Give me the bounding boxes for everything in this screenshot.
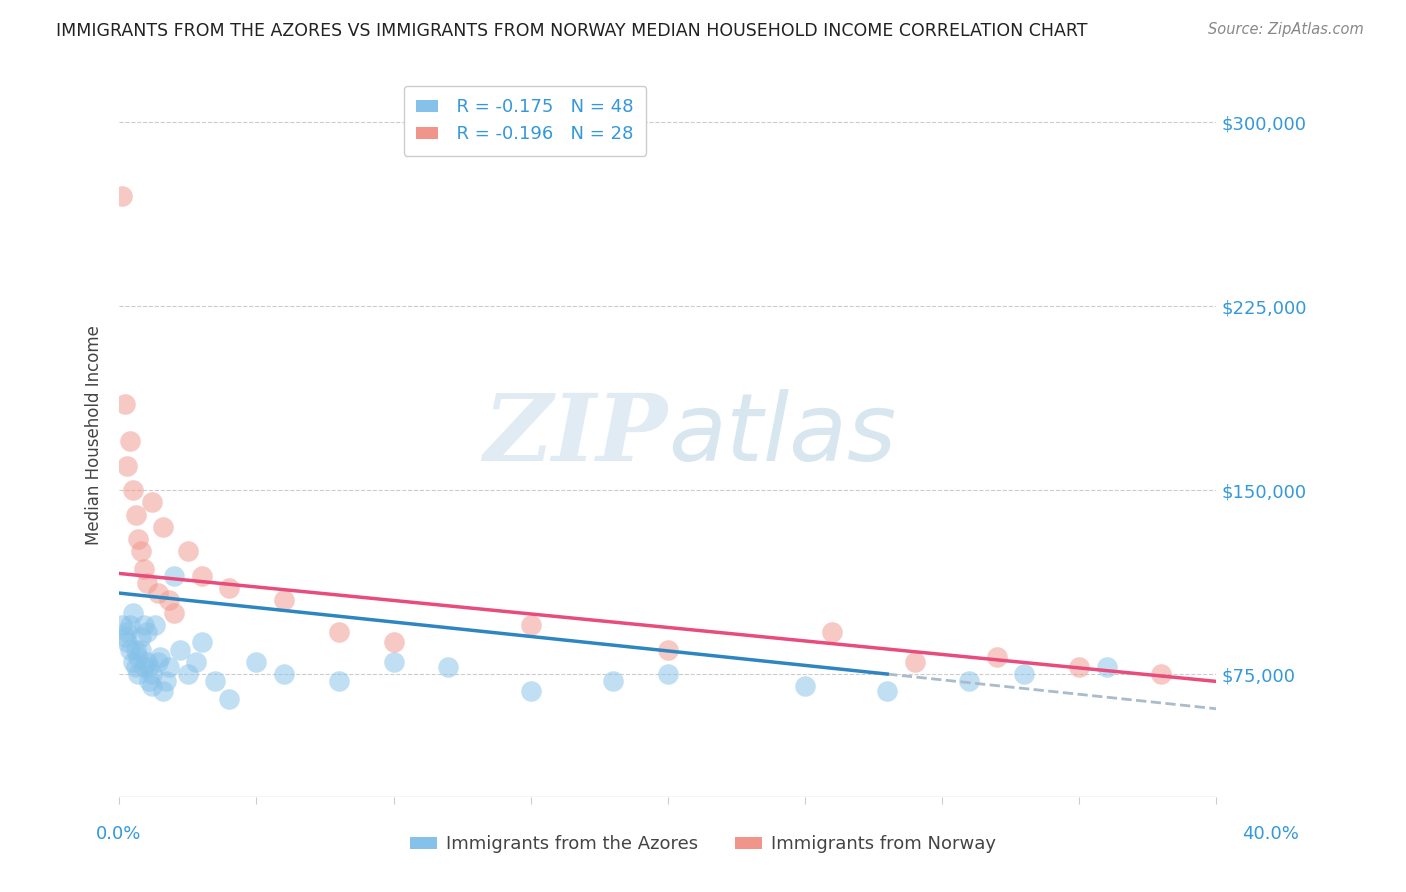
- Point: [959, 674, 981, 689]
- Point: [117, 625, 139, 640]
- Point: [146, 655, 169, 669]
- Point: [157, 659, 180, 673]
- Point: [132, 659, 155, 673]
- Point: [273, 667, 295, 681]
- Point: [602, 674, 624, 689]
- Point: [114, 397, 136, 411]
- Point: [132, 561, 155, 575]
- Point: [163, 606, 186, 620]
- Point: [382, 635, 405, 649]
- Point: [328, 625, 350, 640]
- Text: 40.0%: 40.0%: [1243, 825, 1299, 843]
- Point: [657, 642, 679, 657]
- Point: [190, 635, 212, 649]
- Point: [821, 625, 844, 640]
- Point: [184, 655, 207, 669]
- Text: 0.0%: 0.0%: [96, 825, 141, 843]
- Point: [1150, 667, 1173, 681]
- Point: [218, 581, 240, 595]
- Point: [519, 684, 541, 698]
- Point: [141, 667, 163, 681]
- Point: [218, 691, 240, 706]
- Point: [122, 606, 145, 620]
- Point: [141, 679, 163, 693]
- Point: [437, 659, 460, 673]
- Text: atlas: atlas: [668, 389, 896, 481]
- Point: [169, 642, 191, 657]
- Point: [1069, 659, 1091, 673]
- Point: [328, 674, 350, 689]
- Point: [129, 630, 152, 644]
- Point: [177, 667, 200, 681]
- Point: [163, 569, 186, 583]
- Legend:   R = -0.175   N = 48,   R = -0.196   N = 28: R = -0.175 N = 48, R = -0.196 N = 28: [404, 86, 647, 156]
- Point: [117, 635, 139, 649]
- Point: [903, 655, 925, 669]
- Point: [177, 544, 200, 558]
- Point: [125, 508, 148, 522]
- Legend: Immigrants from the Azores, Immigrants from Norway: Immigrants from the Azores, Immigrants f…: [404, 829, 1002, 861]
- Text: Source: ZipAtlas.com: Source: ZipAtlas.com: [1208, 22, 1364, 37]
- Point: [135, 576, 157, 591]
- Point: [155, 674, 177, 689]
- Point: [135, 625, 157, 640]
- Point: [122, 483, 145, 497]
- Point: [149, 649, 172, 664]
- Point: [986, 649, 1008, 664]
- Text: IMMIGRANTS FROM THE AZORES VS IMMIGRANTS FROM NORWAY MEDIAN HOUSEHOLD INCOME COR: IMMIGRANTS FROM THE AZORES VS IMMIGRANTS…: [56, 22, 1088, 40]
- Point: [120, 618, 142, 632]
- Point: [152, 684, 174, 698]
- Point: [117, 458, 139, 473]
- Point: [129, 642, 152, 657]
- Point: [125, 659, 148, 673]
- Point: [1095, 659, 1118, 673]
- Point: [245, 655, 267, 669]
- Point: [120, 434, 142, 448]
- Point: [146, 586, 169, 600]
- Point: [125, 642, 148, 657]
- Point: [152, 520, 174, 534]
- Y-axis label: Median Household Income: Median Household Income: [86, 325, 103, 545]
- Point: [114, 630, 136, 644]
- Point: [122, 655, 145, 669]
- Point: [129, 544, 152, 558]
- Point: [141, 495, 163, 509]
- Point: [127, 649, 149, 664]
- Point: [657, 667, 679, 681]
- Point: [190, 569, 212, 583]
- Point: [127, 532, 149, 546]
- Point: [382, 655, 405, 669]
- Point: [876, 684, 898, 698]
- Point: [138, 659, 160, 673]
- Point: [1014, 667, 1036, 681]
- Point: [138, 674, 160, 689]
- Point: [204, 674, 226, 689]
- Point: [120, 642, 142, 657]
- Point: [111, 618, 134, 632]
- Point: [157, 593, 180, 607]
- Point: [273, 593, 295, 607]
- Point: [135, 655, 157, 669]
- Point: [793, 679, 815, 693]
- Point: [127, 667, 149, 681]
- Point: [111, 188, 134, 202]
- Point: [519, 618, 541, 632]
- Point: [132, 618, 155, 632]
- Point: [143, 618, 166, 632]
- Text: ZIP: ZIP: [484, 390, 668, 480]
